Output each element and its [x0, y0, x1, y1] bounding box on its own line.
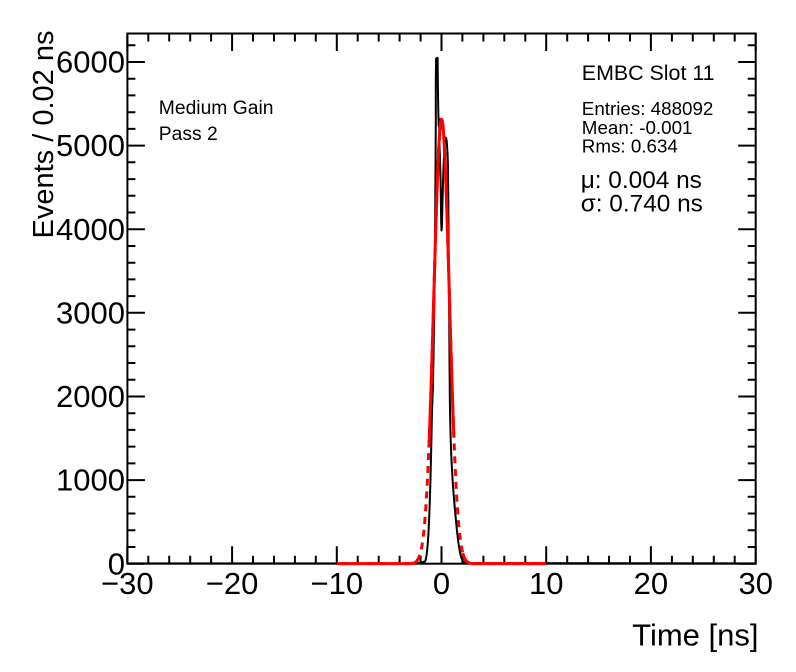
svg-text:μ: 0.004 ns: μ: 0.004 ns — [581, 167, 702, 194]
svg-text:−30: −30 — [101, 566, 154, 601]
svg-text:Events / 0.02 ns: Events / 0.02 ns — [28, 31, 60, 239]
svg-text:Mean: -0.001: Mean: -0.001 — [582, 117, 693, 138]
svg-text:Entries: 488092: Entries: 488092 — [582, 98, 714, 119]
svg-text:3000: 3000 — [56, 295, 125, 330]
svg-text:Pass 2: Pass 2 — [159, 124, 218, 145]
svg-text:4000: 4000 — [56, 212, 125, 247]
svg-text:0: 0 — [108, 546, 125, 581]
svg-text:5000: 5000 — [56, 128, 125, 163]
svg-text:Medium Gain: Medium Gain — [159, 98, 274, 119]
svg-text:Time [ns]: Time [ns] — [632, 618, 758, 653]
svg-text:2000: 2000 — [56, 379, 125, 414]
svg-text:Rms: 0.634: Rms: 0.634 — [582, 136, 678, 157]
svg-text:6000: 6000 — [56, 45, 125, 80]
svg-text:20: 20 — [634, 566, 668, 601]
svg-text:−20: −20 — [206, 566, 259, 601]
svg-text:1000: 1000 — [56, 463, 125, 498]
svg-text:10: 10 — [529, 566, 563, 601]
svg-text:−10: −10 — [311, 566, 364, 601]
svg-text:30: 30 — [738, 566, 772, 601]
svg-text:0: 0 — [433, 566, 450, 601]
svg-text:EMBC Slot 11: EMBC Slot 11 — [582, 61, 715, 85]
svg-text:σ: 0.740 ns: σ: 0.740 ns — [581, 190, 703, 217]
